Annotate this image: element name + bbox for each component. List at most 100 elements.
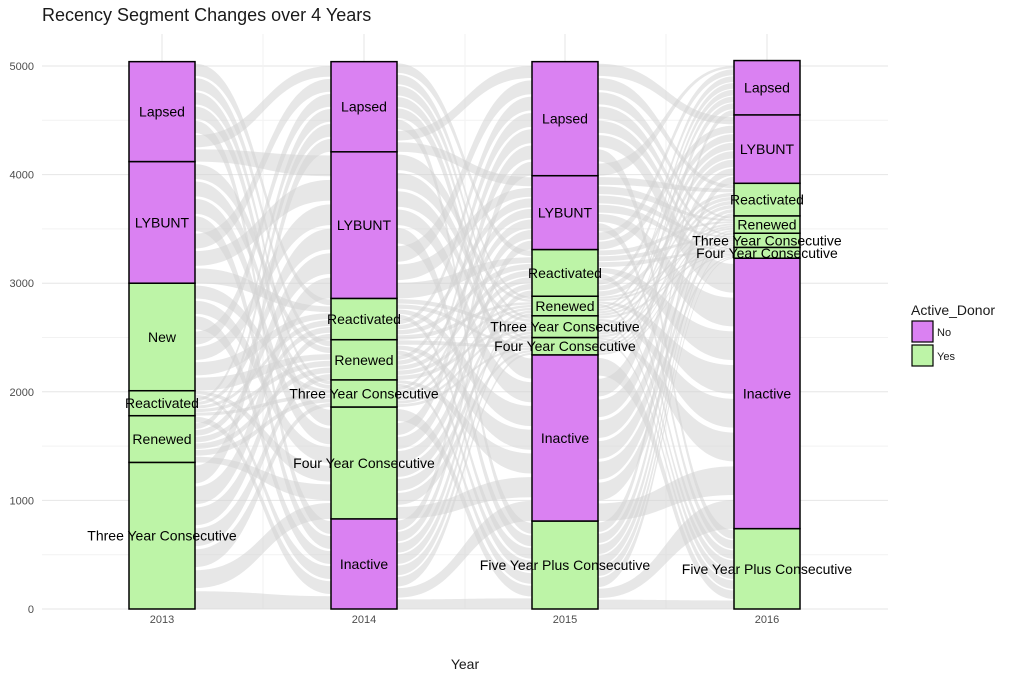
x-tick-label: 2014 — [352, 614, 376, 626]
flow-band — [195, 591, 331, 609]
flow-band — [598, 135, 734, 293]
flow-band — [598, 78, 734, 189]
flow-band — [397, 352, 532, 587]
flow-band — [397, 119, 532, 534]
segment-labels: Three Year Consecutive Renewed Reactivated… — [87, 80, 852, 577]
flow-band — [598, 168, 734, 418]
segment-label: Five Year Plus Consecutive — [682, 561, 853, 577]
flow-band — [195, 92, 331, 385]
flow-band — [195, 139, 331, 484]
segment-bar — [128, 60, 196, 163]
segment-label: Inactive — [743, 385, 791, 401]
flow-band — [598, 66, 734, 176]
flow-band — [397, 277, 532, 397]
flow-band — [598, 196, 734, 314]
segment-label: Three Year Consecutive — [87, 528, 237, 544]
x-tick-label: 2016 — [755, 614, 779, 626]
flow-band — [598, 599, 734, 609]
flow-band — [397, 227, 532, 547]
segment-bar — [733, 257, 801, 530]
flow-band — [195, 108, 331, 402]
flow-band — [598, 225, 734, 335]
flow-band — [598, 357, 734, 599]
flow-band — [195, 316, 331, 564]
flow-band — [397, 347, 532, 408]
flow-band — [195, 181, 331, 389]
flow-band — [397, 74, 532, 300]
segment-label: Lapsed — [744, 80, 790, 96]
segment-bar — [531, 248, 599, 297]
segment-bar — [733, 59, 801, 116]
segment-bar — [330, 518, 398, 610]
x-axis-title: Year — [451, 656, 480, 672]
flow-band — [598, 273, 734, 559]
flow-band — [397, 97, 532, 340]
flow-band — [397, 350, 532, 572]
segment-label: LYBUNT — [337, 217, 392, 233]
flow-band — [598, 106, 734, 236]
segment-bar — [733, 114, 801, 185]
segment-bar — [531, 60, 599, 177]
flow-band — [598, 237, 734, 262]
segment-stacks — [128, 59, 801, 610]
segment-label: Inactive — [340, 556, 388, 572]
flow-band — [397, 85, 532, 319]
segment-label: LYBUNT — [740, 141, 795, 157]
x-tick-label: 2015 — [553, 614, 577, 626]
segment-label: Reactivated — [528, 265, 602, 281]
segment-bar — [330, 151, 398, 300]
segment-label: Reactivated — [125, 395, 199, 411]
segment-bar — [330, 406, 398, 520]
segment-label: Four Year Consecutive — [696, 245, 838, 261]
flow-band — [195, 374, 331, 547]
flow-band — [598, 303, 734, 569]
legend-label: No — [937, 327, 951, 339]
segment-label: Reactivated — [327, 311, 401, 327]
segment-label: Lapsed — [139, 104, 185, 120]
segment-label: Renewed — [334, 352, 393, 368]
flow-band — [397, 334, 532, 576]
y-tick-label: 2000 — [10, 387, 34, 399]
flow-band — [598, 209, 734, 438]
flow-band — [598, 82, 734, 309]
flow-band — [195, 394, 331, 579]
flow-band — [195, 354, 331, 391]
flow-band — [397, 257, 532, 299]
flow-band — [598, 159, 734, 347]
y-tick-label: 0 — [28, 604, 34, 616]
flow-band — [195, 179, 331, 266]
segment-label: Inactive — [541, 430, 589, 446]
flow-band — [598, 337, 734, 462]
flow-band — [598, 149, 734, 539]
flow-band — [195, 367, 331, 450]
segment-bar — [330, 297, 398, 341]
flow-band — [598, 120, 734, 250]
segment-label: Three Year Consecutive — [289, 385, 439, 401]
legend: Active_Donor No Yes — [911, 302, 995, 367]
flow-band — [397, 209, 532, 403]
segment-bar — [128, 160, 196, 284]
segment-label: Reactivated — [730, 192, 804, 208]
flow-band — [195, 63, 331, 306]
flow-band — [598, 204, 734, 251]
segment-bar — [531, 354, 599, 522]
y-tick-label: 3000 — [10, 278, 34, 290]
segment-label: LYBUNT — [538, 205, 593, 221]
y-tick-label: 4000 — [10, 170, 34, 182]
flow-band — [598, 318, 734, 428]
flow-band — [397, 383, 532, 584]
legend-swatch — [911, 344, 934, 367]
flow-band — [598, 213, 734, 327]
flow-band — [598, 246, 734, 577]
flow-band — [397, 208, 532, 365]
flow-band — [397, 302, 532, 340]
flow-band — [598, 142, 734, 311]
segment-bar — [330, 60, 398, 153]
segment-bar — [733, 182, 801, 217]
segment-label: Lapsed — [542, 111, 588, 127]
flow-band — [397, 198, 532, 330]
flow-band — [598, 256, 734, 501]
flow-band — [397, 66, 532, 141]
flow-band — [598, 257, 734, 588]
